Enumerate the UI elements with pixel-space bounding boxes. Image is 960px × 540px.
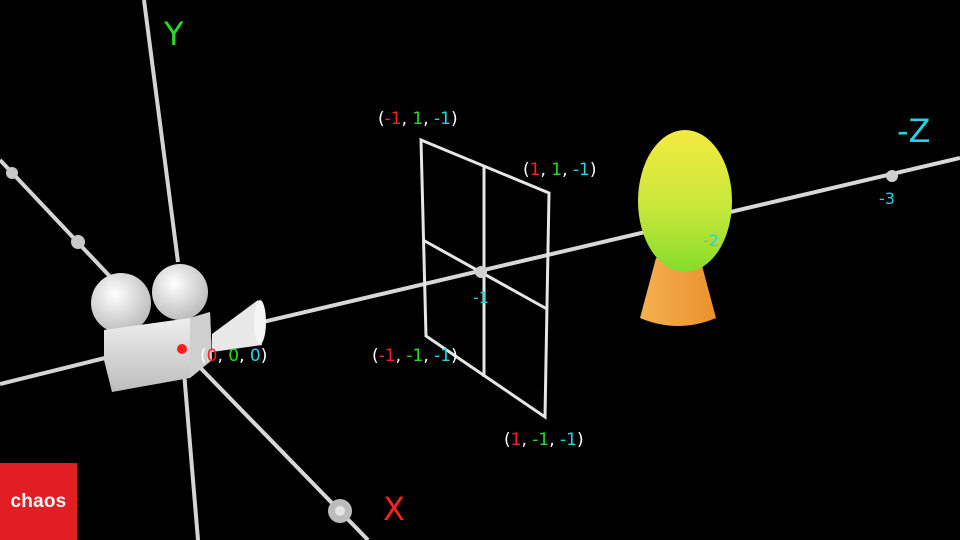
z-axis-back-line [0, 356, 106, 386]
z-tick-label-minus-1: -1 [473, 288, 489, 307]
egg-object [638, 130, 732, 326]
y-axis-line [142, 0, 180, 263]
z-tick-label-minus-2: -2 [703, 231, 719, 250]
x-axis-tick-back-1 [71, 235, 85, 249]
x-axis-label: X [383, 490, 405, 528]
z-axis-label: -Z [897, 112, 930, 150]
coord-label-top-left: (-1, 1, -1) [378, 109, 458, 129]
x-axis-back-line [0, 158, 120, 287]
x-axis-tick-back-2 [6, 167, 18, 179]
coord-label-origin: (0, 0, 0) [200, 346, 267, 366]
x-axis-tick-1-inner [335, 506, 345, 516]
z-tick-label-minus-3: -3 [879, 189, 895, 208]
coord-label-bottom-left: (-1, -1, -1) [372, 346, 458, 366]
logo-text: chaos [10, 490, 67, 512]
coord-label-bottom-right: (1, -1, -1) [504, 430, 584, 450]
coord-label-top-right: (1, 1, -1) [523, 160, 597, 180]
z-axis-tick-3 [886, 170, 898, 182]
y-axis-label: Y [163, 15, 184, 53]
camera-icon [91, 264, 266, 392]
plane-center-point [475, 266, 487, 278]
z-axis-line [249, 156, 960, 327]
y-axis-lower-line [181, 359, 200, 540]
chaos-logo: chaos [0, 463, 77, 540]
